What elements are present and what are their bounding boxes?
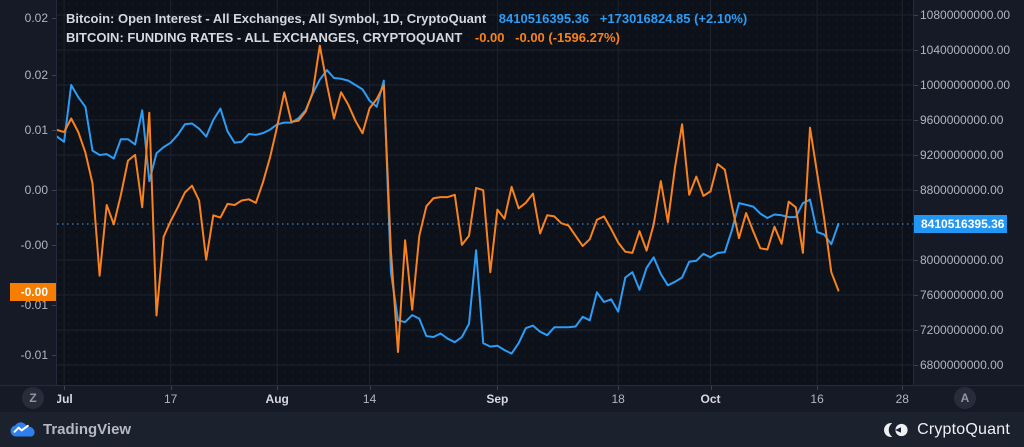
right-axis-tick-mark [914, 330, 918, 331]
open-interest-last-value: 8410516395.36 [498, 11, 590, 26]
left-axis-tick-label: 0.01 [24, 122, 48, 137]
symbol-title-open-interest: Bitcoin: Open Interest - All Exchanges, … [66, 11, 487, 26]
right-axis-tick-label: 6800000000.00 [920, 357, 1004, 372]
tradingview-label: TradingView [43, 421, 132, 438]
right-axis-tick-label: 10000000000.00 [920, 77, 1011, 92]
cryptoquant-logo: CryptoQuant [883, 419, 1010, 440]
time-axis-tick-label: 16 [810, 392, 824, 406]
time-axis-tick-mark [170, 386, 172, 390]
open-interest-line[interactable] [57, 69, 840, 355]
time-axis-tick-mark [497, 386, 499, 390]
footer-bar: TradingView CryptoQuant [0, 412, 1024, 447]
time-axis[interactable]: Jul 17 Aug 14 Sep 18 Oct 16 28 [0, 385, 1024, 412]
right-axis-tick-mark [914, 85, 918, 86]
time-axis-tick-label: Jul [57, 392, 73, 406]
cryptoquant-label: CryptoQuant [917, 420, 1010, 438]
left-axis-tick-mark [52, 245, 56, 246]
right-axis-tick-mark [914, 50, 918, 51]
right-axis-tick-label: 9600000000.00 [920, 112, 1004, 127]
right-axis-tick-label: 7600000000.00 [920, 287, 1004, 302]
cryptoquant-icon [884, 422, 908, 437]
reset-right-scale-button[interactable]: A [954, 387, 976, 409]
right-axis-tick-label: 10400000000.00 [920, 42, 1011, 57]
time-axis-tick-label: 14 [362, 392, 377, 406]
left-axis-tick-label: 0.00 [24, 183, 48, 198]
time-axis-tick-label: 18 [611, 392, 625, 406]
time-axis-tick-mark [277, 386, 279, 390]
right-axis-tick-mark [914, 15, 918, 16]
time-axis-tick-label: 17 [164, 392, 178, 406]
time-axis-tick-mark [64, 386, 66, 390]
left-axis-tick-mark [52, 190, 56, 191]
legend-line-funding-rates[interactable]: BITCOIN: FUNDING RATES - ALL EXCHANGES, … [66, 28, 747, 47]
left-axis-tick-mark [52, 130, 56, 131]
symbol-title-funding-rates: BITCOIN: FUNDING RATES - ALL EXCHANGES, … [66, 30, 463, 45]
legend-line-open-interest[interactable]: Bitcoin: Open Interest - All Exchanges, … [66, 9, 747, 28]
left-axis-tick-label: 0.02 [24, 11, 48, 26]
price-chart-plot[interactable] [57, 0, 913, 385]
left-axis-tick-label: -0.01 [20, 298, 48, 313]
time-axis-tick-label: Aug [265, 392, 289, 406]
right-axis-tick-label: 8800000000.00 [920, 182, 1004, 197]
funding-rates-last-value: -0.00 [474, 30, 505, 45]
time-axis-tick-mark [902, 386, 904, 390]
left-axis-tick-mark [52, 305, 56, 306]
reset-left-scale-button[interactable]: Z [22, 387, 44, 409]
tradingview-logo[interactable]: TradingView [10, 419, 131, 440]
time-axis-tick-label: 28 [895, 392, 909, 406]
left-axis-tick-mark [52, 75, 56, 76]
funding-rate-line[interactable] [57, 44, 840, 353]
tradingview-icon [10, 422, 35, 437]
time-axis-tick-label: Sep [486, 392, 509, 406]
left-price-axis[interactable]: -0.00 0.02 0.02 0.01 0.00 -0.00 -0.01 -0.01 [0, 0, 57, 385]
left-axis-tick-label: -0.00 [20, 237, 48, 252]
plot-area[interactable] [57, 0, 913, 385]
funding-rate-badge: -0.00 [10, 282, 56, 301]
right-axis-tick-label: 10800000000.00 [920, 7, 1011, 22]
time-axis-tick-mark [817, 386, 819, 390]
time-axis-tick-mark [710, 386, 712, 390]
right-axis-tick-label: 8000000000.00 [920, 252, 1004, 267]
left-axis-tick-label: 0.02 [24, 68, 48, 83]
right-axis-tick-mark [914, 120, 918, 121]
right-axis-tick-label: 7200000000.00 [920, 322, 1004, 337]
open-interest-change: +173016824.85 (+2.10%) [599, 11, 748, 26]
time-axis-tick-mark [618, 386, 620, 390]
legend: Bitcoin: Open Interest - All Exchanges, … [66, 9, 747, 47]
right-axis-tick-mark [914, 295, 918, 296]
time-axis-labels: Jul 17 Aug 14 Sep 18 Oct 16 28 [57, 386, 913, 413]
right-axis-tick-mark [914, 260, 918, 261]
right-axis-tick-mark [914, 190, 918, 191]
left-axis-tick-label: -0.01 [20, 348, 48, 363]
left-axis-tick-mark [52, 355, 56, 356]
left-axis-tick-mark [52, 18, 56, 19]
open-interest-badge: 8410516395.36 [914, 215, 1007, 234]
time-axis-tick-mark [369, 386, 371, 390]
right-axis-tick-label: 9200000000.00 [920, 147, 1004, 162]
right-price-axis[interactable]: 8410516395.36 10800000000.00 10400000000.… [913, 0, 1024, 385]
right-axis-tick-mark [914, 365, 918, 366]
time-axis-tick-label: Oct [700, 392, 721, 406]
right-axis-tick-mark [914, 155, 918, 156]
funding-rates-change: -0.00 (-1596.27%) [515, 30, 620, 45]
